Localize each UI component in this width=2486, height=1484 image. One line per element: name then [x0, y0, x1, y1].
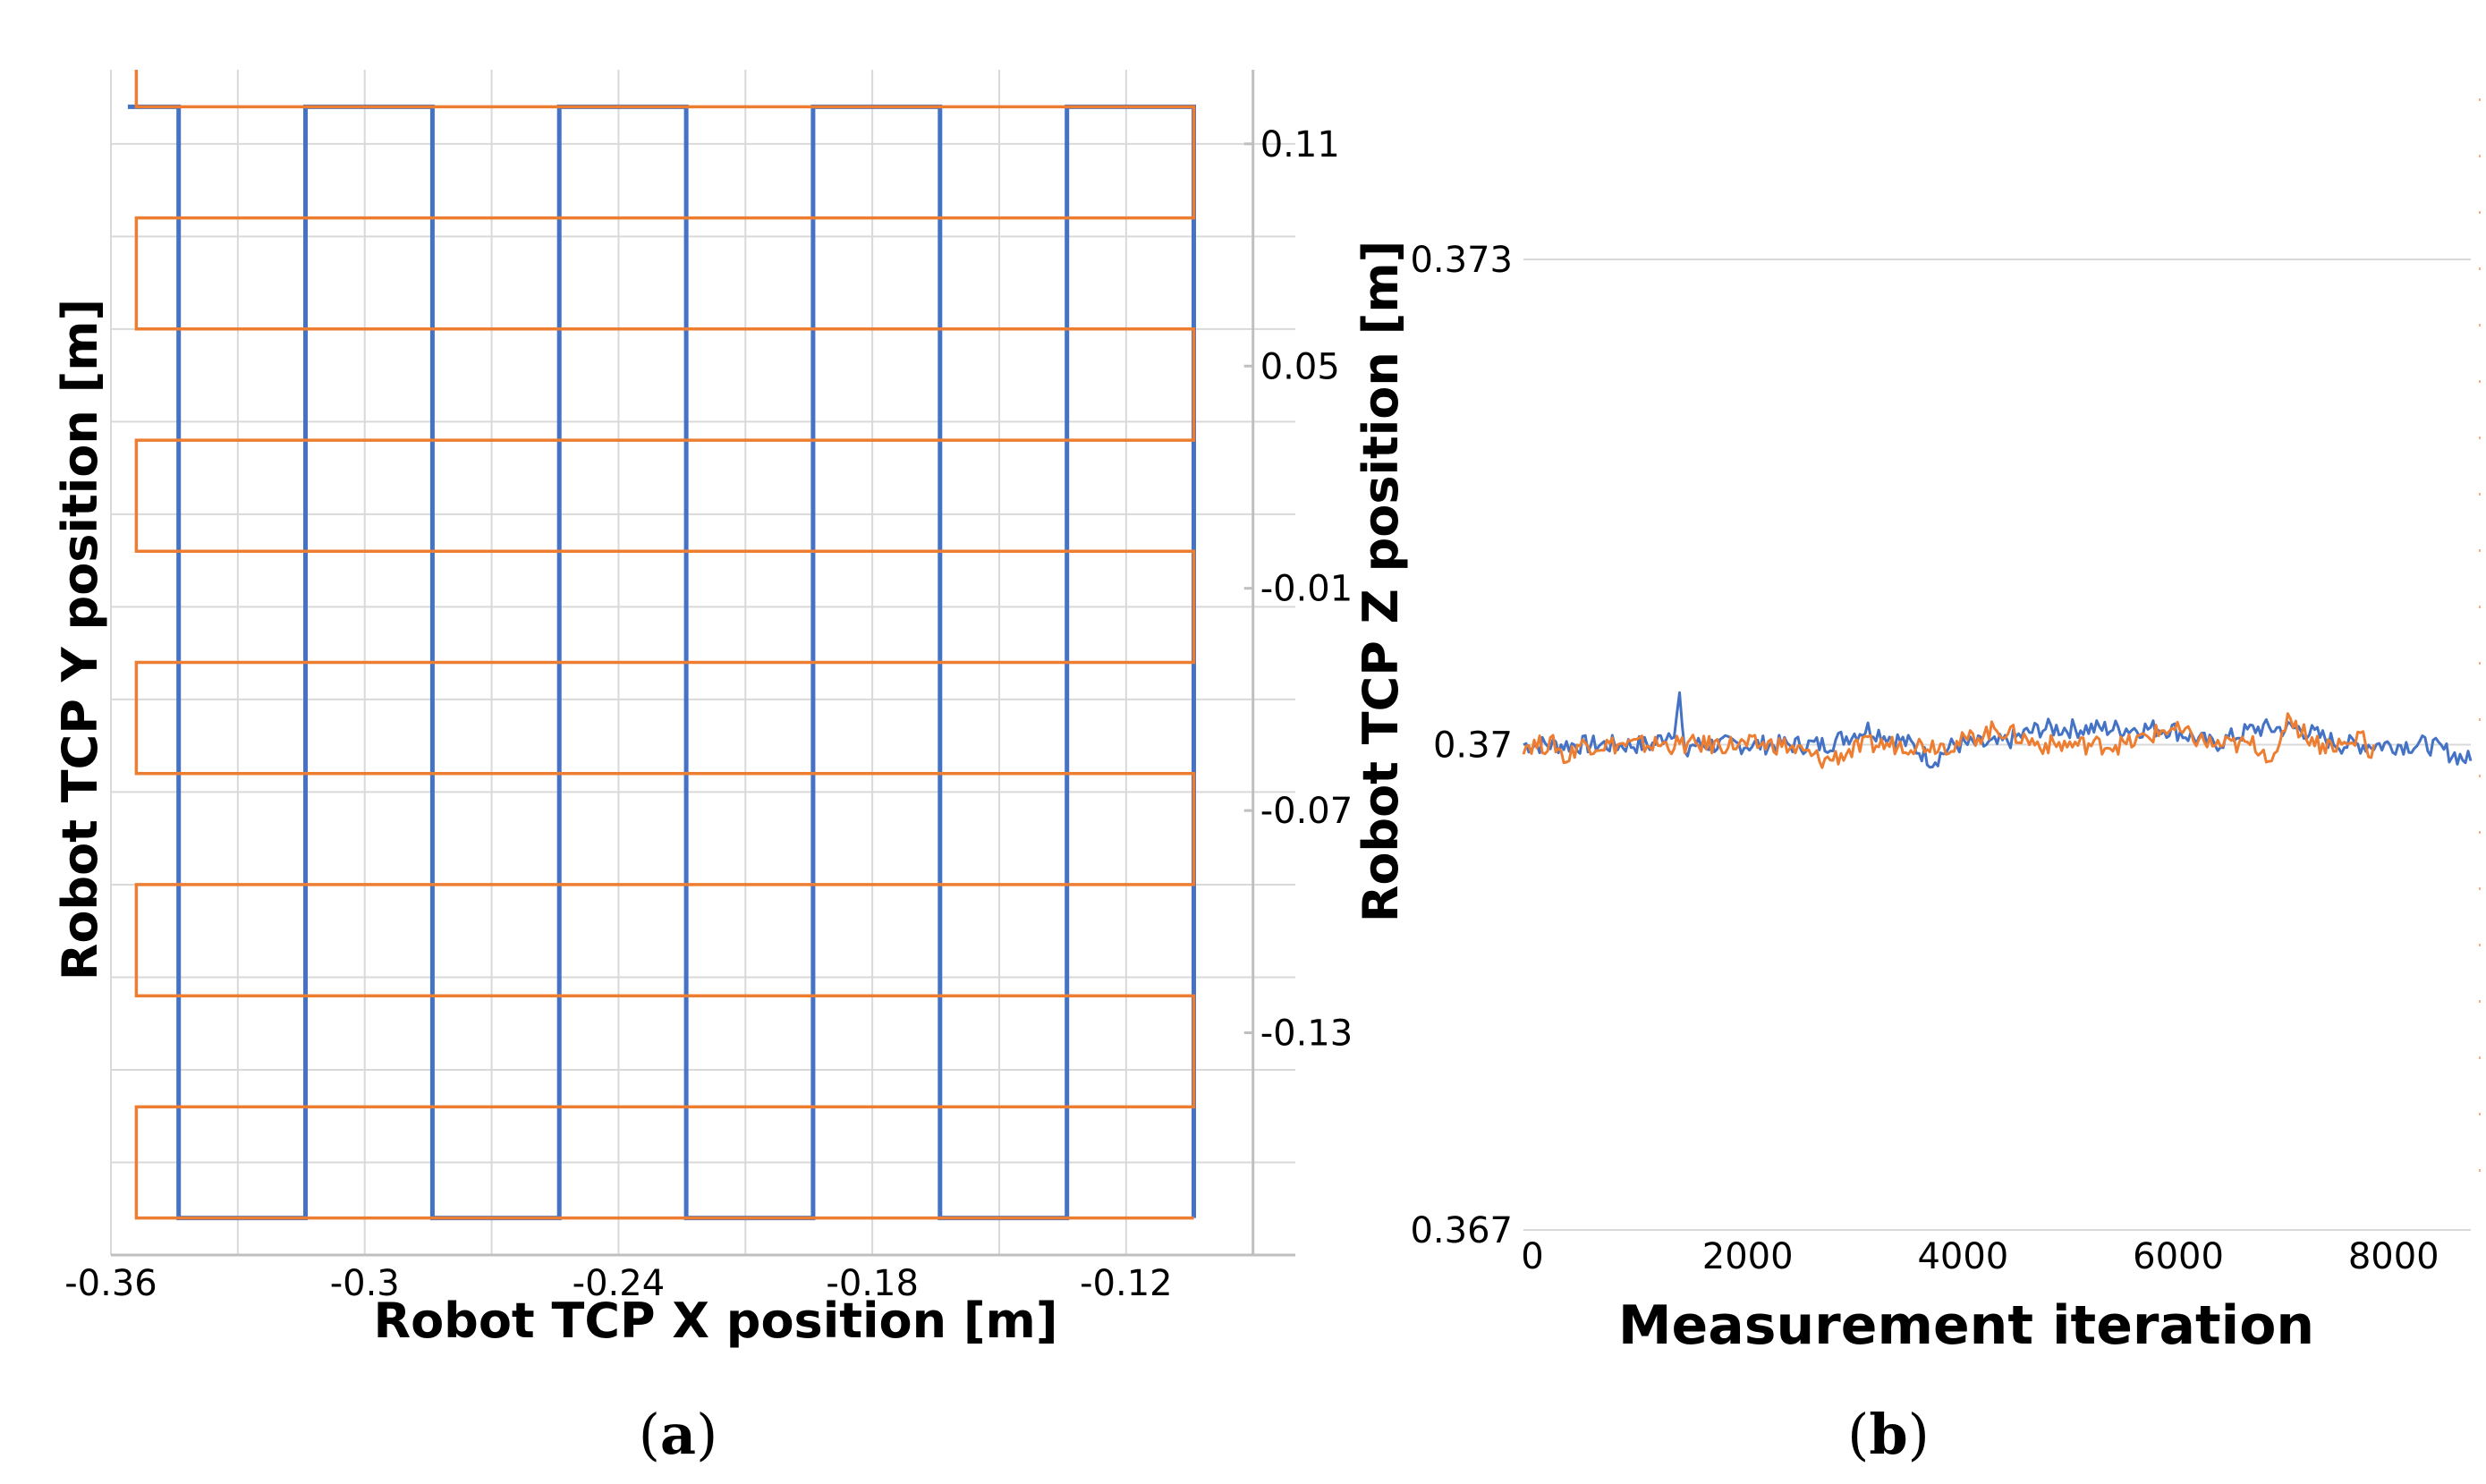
panel-a-axes: [111, 70, 1295, 1257]
panel-b-x-tick-label: 2000: [1702, 1236, 1794, 1277]
panel-b-y-tick-label: 0.373: [1410, 240, 1513, 281]
panel-b-y-tick-label: 0.367: [1410, 1210, 1513, 1251]
panel-a-x-axis-title: Robot TCP X position [m]: [373, 1293, 1057, 1349]
panel-b-x-tick-labels: 0 2000 4000 6000 8000: [1521, 1236, 2439, 1277]
panel-a-y-tick-label: 0.05: [1260, 346, 1340, 387]
panel-a-x-tick-label: -0.12: [1080, 1263, 1173, 1304]
panel-a-chart: -0.36 -0.3 -0.24 -0.18 -0.12 0.11 0.05 -0.01 -0…: [52, 70, 1353, 1467]
panel-a-x-tick-labels: -0.36 -0.3 -0.24 -0.18 -0.12: [64, 1263, 1172, 1304]
panel-b-chart: 0 2000 4000 6000 8000 0.373 0.37 0.367 Measure…: [1353, 98, 2481, 1467]
panel-a-y-tick-label: -0.01: [1260, 569, 1353, 610]
panel-b-y-tick-label: 0.37: [1433, 725, 1513, 767]
panel-b-x-tick-label: 4000: [1917, 1236, 2008, 1277]
panel-b-series-blue-z: [1523, 691, 2473, 769]
panel-a-x-tick-label: -0.24: [573, 1263, 666, 1304]
panel-a-x-tick-label: -0.3: [330, 1263, 400, 1304]
panel-a-x-tick-label: -0.36: [64, 1263, 157, 1304]
panel-a-label: (a): [639, 1402, 718, 1467]
panel-a-label-letter: a: [660, 1402, 696, 1467]
panel-b-x-tick-label: 0: [1521, 1236, 1543, 1277]
panel-a-y-tick-label: 0.11: [1260, 124, 1340, 165]
panel-a-series-orange-trajectory: [134, 70, 1196, 1220]
panel-b-label-letter: b: [1869, 1402, 1907, 1467]
panel-b-x-tick-label: 6000: [2133, 1236, 2224, 1277]
panel-b-x-tick-label: 8000: [2348, 1236, 2439, 1277]
panel-a-y-tick-label: -0.13: [1260, 1013, 1353, 1055]
panel-a-y-tick-labels: 0.11 0.05 -0.01 -0.07 -0.13: [1243, 124, 1353, 1055]
panel-b-x-axis-title: Measurement iteration: [1618, 1294, 2314, 1357]
panel-b-y-axis-title: Robot TCP Z position [m]: [1353, 241, 1409, 923]
panel-b-series-orange-z: [1522, 712, 2376, 769]
panel-a-series: [127, 70, 1196, 1221]
panel-a-y-tick-label: -0.07: [1260, 791, 1353, 832]
panel-b-series: [1522, 691, 2473, 769]
panel-a-x-tick-label: -0.18: [826, 1263, 919, 1304]
panel-a-y-axis-title: Robot TCP Y position [m]: [52, 299, 108, 981]
panel-b-y-tick-labels: 0.373 0.37 0.367: [1410, 240, 1513, 1251]
panel-b-label: (b): [1847, 1402, 1930, 1467]
